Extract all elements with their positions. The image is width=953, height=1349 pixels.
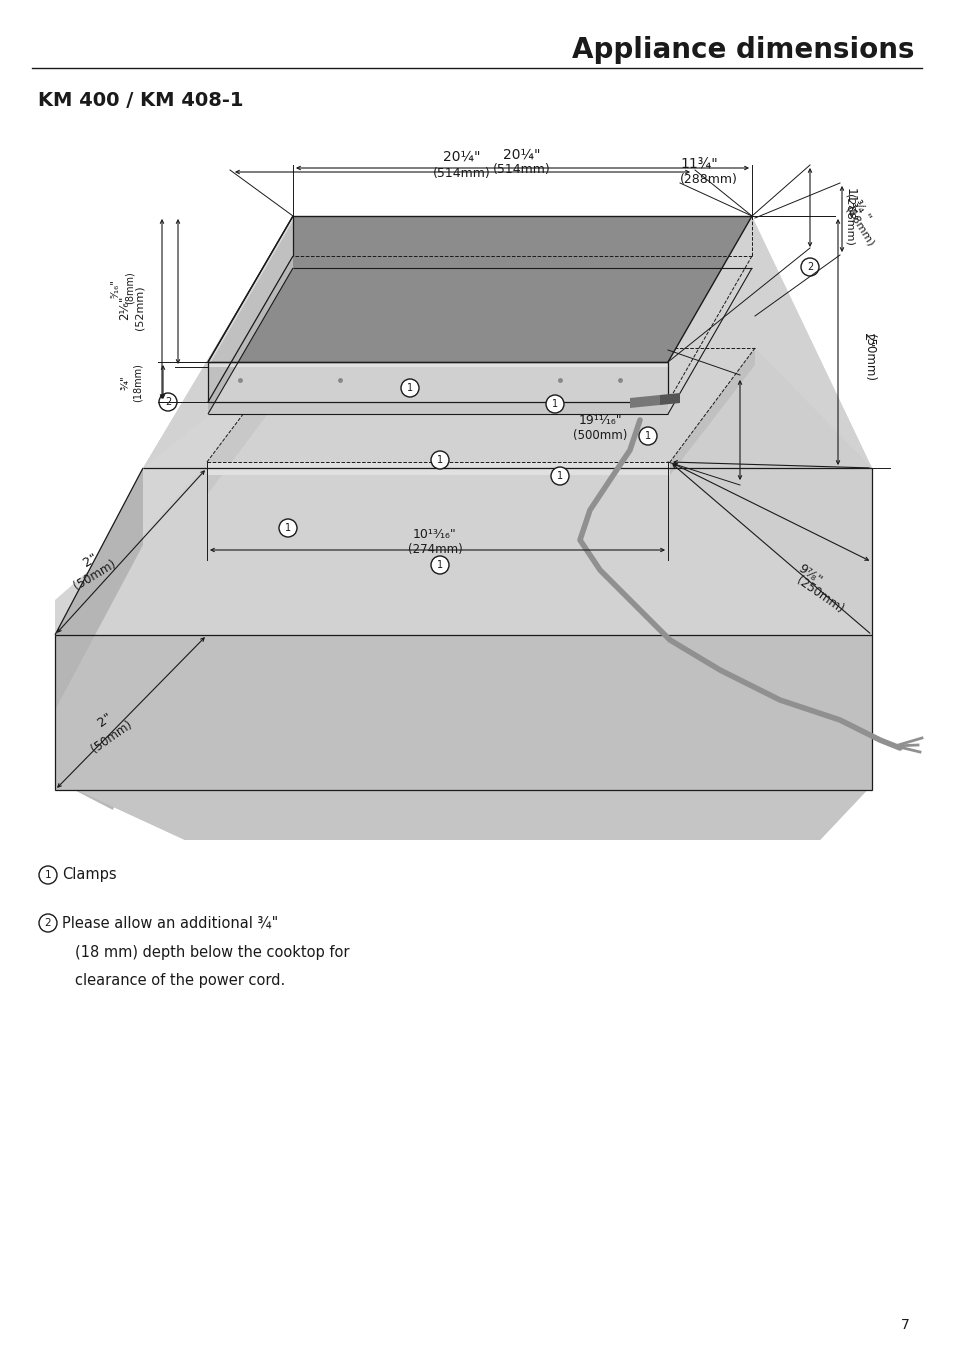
Text: 20¼": 20¼"	[503, 148, 540, 162]
Text: (514mm): (514mm)	[493, 163, 550, 177]
Text: 2": 2"	[861, 333, 874, 347]
Text: 19¹¹⁄₁₆": 19¹¹⁄₁₆"	[578, 414, 621, 426]
Polygon shape	[55, 639, 170, 809]
Circle shape	[278, 519, 296, 537]
Text: clearance of the power cord.: clearance of the power cord.	[75, 974, 285, 989]
Polygon shape	[143, 348, 871, 468]
Polygon shape	[208, 216, 293, 402]
Text: (50mm): (50mm)	[89, 718, 134, 755]
Text: 1: 1	[557, 471, 562, 482]
Polygon shape	[0, 59, 953, 850]
Text: Please allow an additional ¾": Please allow an additional ¾"	[62, 916, 278, 931]
Text: (8mm): (8mm)	[125, 271, 135, 305]
Text: ¾": ¾"	[120, 375, 130, 390]
Text: (50mm): (50mm)	[862, 335, 876, 382]
Polygon shape	[207, 348, 293, 495]
Text: (500mm): (500mm)	[572, 429, 626, 442]
Circle shape	[39, 866, 57, 884]
Text: (18 mm) depth below the cooktop for: (18 mm) depth below the cooktop for	[75, 946, 349, 960]
Polygon shape	[669, 348, 754, 475]
Polygon shape	[143, 216, 871, 468]
Polygon shape	[55, 639, 871, 840]
Text: (18mm): (18mm)	[132, 364, 143, 402]
Polygon shape	[55, 349, 293, 650]
Text: 2": 2"	[95, 711, 114, 730]
Text: 2: 2	[806, 262, 812, 272]
Text: 20¼": 20¼"	[443, 150, 480, 165]
Polygon shape	[55, 635, 871, 791]
Text: 1: 1	[45, 870, 51, 880]
Text: (52mm): (52mm)	[135, 286, 145, 331]
Text: 2: 2	[45, 919, 51, 928]
Text: 9⁷⁄₈": 9⁷⁄₈"	[795, 563, 823, 588]
Text: 2: 2	[165, 397, 171, 407]
Text: (288mm): (288mm)	[679, 174, 737, 186]
Text: KM 400 / KM 408-1: KM 400 / KM 408-1	[38, 90, 243, 109]
Text: 11¾": 11¾"	[842, 188, 856, 221]
Polygon shape	[208, 402, 667, 414]
Polygon shape	[207, 461, 669, 475]
Text: (250mm): (250mm)	[793, 575, 845, 616]
Text: 11¾": 11¾"	[679, 158, 717, 173]
Polygon shape	[55, 468, 143, 710]
Polygon shape	[629, 395, 659, 407]
Text: 10¹³⁄₁₆": 10¹³⁄₁₆"	[413, 529, 456, 541]
Text: 1: 1	[436, 560, 442, 571]
Text: ⁵⁄₁₆": ⁵⁄₁₆"	[110, 278, 120, 298]
Circle shape	[801, 258, 818, 277]
Circle shape	[639, 428, 657, 445]
Text: (274mm): (274mm)	[407, 544, 462, 557]
Text: (50mm): (50mm)	[71, 557, 118, 592]
Polygon shape	[208, 216, 751, 362]
Circle shape	[159, 393, 177, 411]
Text: 1: 1	[644, 430, 650, 441]
Polygon shape	[55, 349, 293, 650]
Circle shape	[431, 451, 449, 469]
Text: 1: 1	[552, 399, 558, 409]
Text: 2": 2"	[80, 550, 99, 569]
Text: (288mm): (288mm)	[844, 194, 854, 246]
Polygon shape	[208, 362, 667, 402]
Text: (514mm): (514mm)	[433, 166, 491, 179]
Circle shape	[400, 379, 418, 397]
Text: Appliance dimensions: Appliance dimensions	[572, 36, 914, 63]
Polygon shape	[55, 348, 293, 635]
Polygon shape	[55, 639, 871, 840]
Polygon shape	[669, 348, 871, 635]
Text: Clamps: Clamps	[62, 867, 116, 882]
Polygon shape	[208, 216, 293, 367]
Circle shape	[431, 556, 449, 575]
Polygon shape	[659, 393, 679, 405]
Polygon shape	[143, 219, 871, 468]
Polygon shape	[208, 256, 293, 414]
Circle shape	[545, 395, 563, 413]
Polygon shape	[667, 349, 871, 650]
Polygon shape	[55, 468, 207, 638]
Circle shape	[551, 467, 568, 486]
Text: (18mm): (18mm)	[843, 205, 875, 248]
Text: 1: 1	[285, 523, 291, 533]
Text: ¾ ": ¾ "	[850, 197, 872, 223]
Polygon shape	[55, 461, 871, 635]
Polygon shape	[55, 455, 820, 639]
Polygon shape	[208, 362, 667, 367]
Text: 1: 1	[407, 383, 413, 393]
Text: 2¹⁄₆": 2¹⁄₆"	[118, 295, 132, 320]
Text: 7: 7	[901, 1318, 909, 1331]
Text: 1: 1	[436, 455, 442, 465]
Circle shape	[39, 915, 57, 932]
